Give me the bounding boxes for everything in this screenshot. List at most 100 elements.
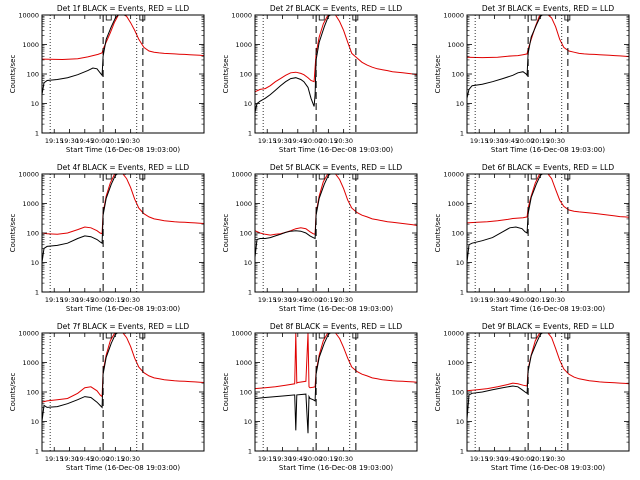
y-tick-label: 100 xyxy=(452,230,464,238)
time-marker-box xyxy=(318,173,325,180)
x-tick-label: 20:00 xyxy=(516,455,535,463)
series-black-events xyxy=(255,15,339,113)
y-tick-label: 10 xyxy=(244,259,252,267)
series-black-events xyxy=(255,333,339,434)
panel-4: Det 4f BLACK = Events, RED = LLD 1 10 100 10… xyxy=(9,163,205,313)
series-black-events xyxy=(42,333,126,422)
time-marker-box xyxy=(564,332,571,339)
plot-frame xyxy=(254,14,418,134)
x-tick-label: 19:15 xyxy=(258,455,277,463)
panel-1: Det 1f BLACK = Events, RED = LLD 1 10 100 10… xyxy=(9,4,205,154)
y-tick-label: 1 xyxy=(460,130,464,138)
y-tick-label: 1000 xyxy=(235,359,252,367)
x-tick-label: 20:30 xyxy=(334,296,353,304)
y-axis-label: Counts/sec xyxy=(222,214,230,253)
x-tick-label: 19:30 xyxy=(273,137,292,145)
x-tick-label: 19:15 xyxy=(45,455,64,463)
y-tick-label: 1 xyxy=(35,448,39,456)
plot-frame xyxy=(41,14,205,134)
panel-6: Det 6f BLACK = Events, RED = LLD 1 10 100 10… xyxy=(434,163,630,313)
y-axis-label: Counts/sec xyxy=(9,55,17,94)
y-tick-label: 1 xyxy=(460,289,464,297)
x-tick-label: 19:30 xyxy=(485,455,504,463)
series-black-events xyxy=(467,15,551,99)
series-red-lld xyxy=(467,15,629,59)
x-tick-label: 20:15 xyxy=(106,296,125,304)
x-axis-label: Start Time (16-Dec-08 19:03:00) xyxy=(66,146,180,154)
panel-title: Det 7f BLACK = Events, RED = LLD xyxy=(57,322,190,331)
x-tick-label: 19:15 xyxy=(470,137,489,145)
x-tick-label: 19:30 xyxy=(273,455,292,463)
x-tick-label: 20:30 xyxy=(121,296,140,304)
x-tick-label: 19:45 xyxy=(75,296,94,304)
x-tick-label: 19:45 xyxy=(500,455,519,463)
series-black-events xyxy=(42,174,126,263)
y-tick-label: 1 xyxy=(35,130,39,138)
series-red-lld xyxy=(255,15,417,93)
y-tick-label: 10000 xyxy=(231,330,252,338)
x-tick-label: 19:45 xyxy=(288,455,307,463)
y-axis-label: Counts/sec xyxy=(222,373,230,412)
time-marker-box xyxy=(105,332,112,339)
y-axis-label: Counts/sec xyxy=(9,214,17,253)
x-tick-label: 19:15 xyxy=(258,296,277,304)
panel-3: Det 3f BLACK = Events, RED = LLD 1 10 100 10… xyxy=(434,4,630,154)
series-black-events xyxy=(255,174,339,258)
series-red-lld xyxy=(255,333,417,390)
y-tick-label: 10 xyxy=(456,100,464,108)
x-tick-label: 20:15 xyxy=(319,455,338,463)
panel-title: Det 3f BLACK = Events, RED = LLD xyxy=(482,4,615,13)
y-tick-label: 10000 xyxy=(231,12,252,20)
x-axis-label: Start Time (16-Dec-08 19:03:00) xyxy=(279,146,393,154)
y-tick-label: 10000 xyxy=(443,171,464,179)
y-tick-label: 100 xyxy=(27,389,39,397)
y-tick-label: 10000 xyxy=(18,171,39,179)
x-tick-label: 19:15 xyxy=(45,296,64,304)
x-tick-label: 19:15 xyxy=(470,296,489,304)
y-tick-label: 100 xyxy=(452,71,464,79)
y-axis-label: Counts/sec xyxy=(434,373,442,412)
x-tick-label: 19:45 xyxy=(288,137,307,145)
x-tick-label: 20:30 xyxy=(121,455,140,463)
x-tick-label: 20:30 xyxy=(334,455,353,463)
x-tick-label: 19:45 xyxy=(500,296,519,304)
x-tick-label: 20:30 xyxy=(546,296,565,304)
panel-5: Det 5f BLACK = Events, RED = LLD 1 10 100 10… xyxy=(222,163,418,313)
y-tick-label: 10 xyxy=(31,418,39,426)
panel-2: Det 2f BLACK = Events, RED = LLD 1 10 100 10… xyxy=(222,4,418,154)
panel-title: Det 4f BLACK = Events, RED = LLD xyxy=(57,163,190,172)
y-tick-label: 10000 xyxy=(443,12,464,20)
y-tick-label: 1000 xyxy=(22,41,39,49)
x-tick-label: 20:00 xyxy=(304,296,323,304)
time-marker-box xyxy=(318,14,325,21)
y-tick-label: 100 xyxy=(27,230,39,238)
y-tick-label: 10 xyxy=(456,418,464,426)
series-black-events xyxy=(467,174,551,263)
x-axis-label: Start Time (16-Dec-08 19:03:00) xyxy=(66,305,180,313)
x-tick-label: 19:30 xyxy=(60,455,79,463)
panel-9: Det 9f BLACK = Events, RED = LLD 1 10 100 10… xyxy=(434,322,630,472)
series-red-lld xyxy=(467,333,629,392)
x-tick-label: 20:30 xyxy=(546,455,565,463)
y-tick-label: 1000 xyxy=(447,200,464,208)
y-axis-label: Counts/sec xyxy=(222,55,230,94)
time-marker-box xyxy=(530,332,537,339)
series-red-lld xyxy=(467,174,629,224)
y-tick-label: 1000 xyxy=(235,41,252,49)
y-tick-label: 10 xyxy=(31,100,39,108)
x-tick-label: 19:15 xyxy=(258,137,277,145)
panel-title: Det 5f BLACK = Events, RED = LLD xyxy=(270,163,403,172)
time-marker-box xyxy=(318,332,325,339)
x-tick-label: 20:00 xyxy=(91,455,110,463)
y-tick-label: 1 xyxy=(460,448,464,456)
x-tick-label: 20:15 xyxy=(531,455,550,463)
x-tick-label: 19:30 xyxy=(60,137,79,145)
plot-frame xyxy=(254,332,418,452)
panel-7: Det 7f BLACK = Events, RED = LLD 1 10 100 10… xyxy=(9,322,205,472)
x-tick-label: 19:45 xyxy=(500,137,519,145)
series-red-lld xyxy=(42,15,204,61)
y-tick-label: 10000 xyxy=(443,330,464,338)
y-tick-label: 10000 xyxy=(18,12,39,20)
time-marker-box xyxy=(139,332,146,339)
